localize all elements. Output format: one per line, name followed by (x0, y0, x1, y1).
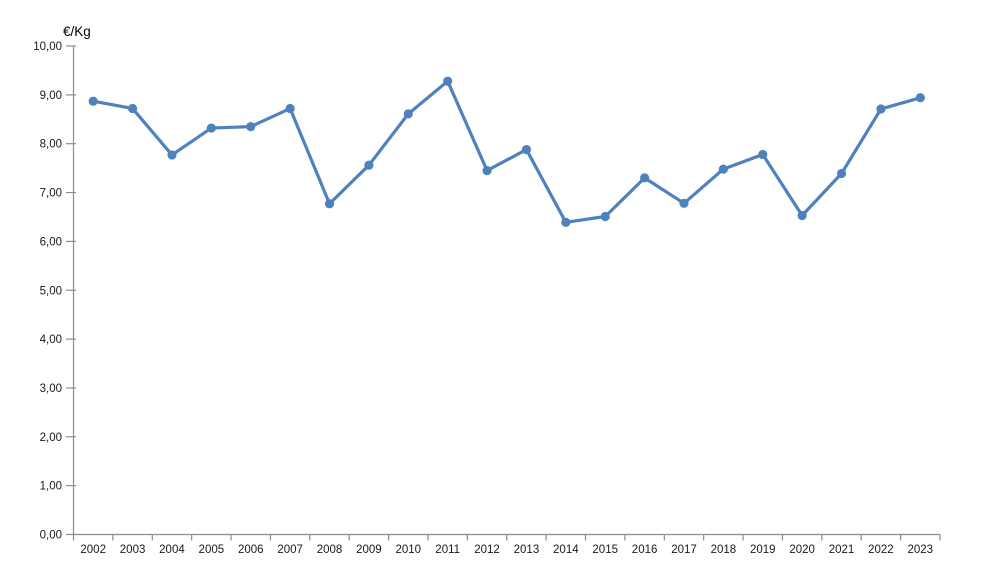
x-tick-label: 2022 (868, 544, 894, 556)
x-tick-label: 2011 (435, 544, 460, 556)
data-point-2018 (718, 164, 728, 174)
y-tick-label: 2,00 (40, 432, 62, 444)
x-tick-label: 2018 (711, 544, 737, 556)
data-point-2007 (285, 103, 295, 114)
data-point-2008 (324, 199, 335, 209)
data-point-2005 (206, 123, 216, 133)
data-point-2014 (561, 217, 571, 227)
data-point-2012 (482, 165, 492, 176)
x-tick-label: 2013 (514, 544, 540, 556)
data-point-2017 (679, 198, 689, 208)
y-tick-label: 5,00 (40, 285, 62, 297)
price-line (91, 79, 922, 224)
x-tick-label: 2020 (789, 544, 815, 556)
data-point-2010 (403, 109, 413, 119)
x-tick-label: 2010 (395, 544, 421, 556)
data-point-2015 (600, 211, 610, 222)
data-point-2003 (127, 103, 138, 114)
y-tick-label: 7,00 (40, 188, 62, 200)
data-point-2020 (797, 210, 807, 221)
data-point-2004 (167, 150, 177, 160)
data-point-2006 (246, 122, 256, 132)
x-tick-label: 2015 (592, 544, 618, 556)
y-tick-label: 4,00 (40, 334, 62, 346)
y-tick-label: 1,00 (40, 481, 62, 493)
x-tick-label: 2014 (553, 544, 579, 556)
x-tick-label: 2003 (120, 544, 146, 556)
y-tick-label: 0,00 (40, 530, 62, 542)
x-tick-label: 2017 (671, 544, 697, 556)
data-point-2016 (640, 173, 650, 183)
x-tick-label: 2023 (908, 544, 934, 556)
data-point-2009 (364, 160, 374, 170)
y-tick-label: 6,00 (40, 236, 62, 248)
y-tick-label: 10,00 (33, 41, 62, 53)
data-point-2022 (876, 104, 886, 114)
x-tick-label: 2019 (750, 544, 776, 556)
x-tick-label: 2007 (277, 544, 303, 556)
x-tick-label: 2009 (356, 544, 382, 556)
y-tick-label: 3,00 (40, 383, 62, 395)
data-point-2021 (836, 168, 847, 179)
x-tick-label: 2016 (632, 544, 658, 556)
x-tick-label: 2002 (80, 544, 106, 556)
x-tick-label: 2021 (829, 544, 855, 556)
x-tick-label: 2004 (159, 544, 185, 556)
data-point-2019 (758, 149, 768, 160)
data-point-2023 (915, 93, 925, 103)
x-tick-label: 2012 (474, 544, 500, 556)
y-tick-label: 9,00 (40, 90, 62, 102)
y-tick-label: 8,00 (40, 139, 62, 151)
data-point-2013 (521, 144, 532, 155)
y-axis-title: €/Kg (63, 24, 91, 39)
x-tick-label: 2006 (238, 544, 264, 556)
x-tick-label: 2008 (317, 544, 343, 556)
x-tick-label: 2005 (199, 544, 225, 556)
data-point-2002 (88, 96, 98, 106)
data-point-2011 (443, 76, 453, 86)
